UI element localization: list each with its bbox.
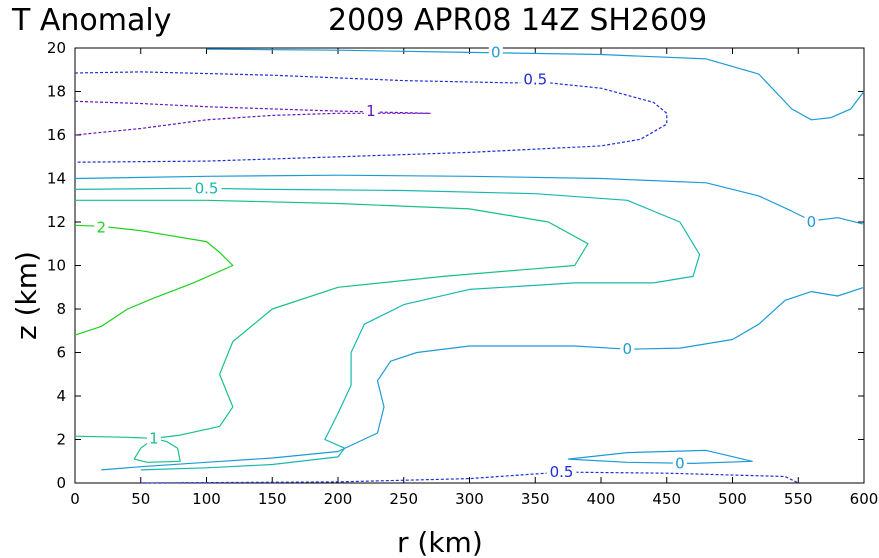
x-tick-label: 500	[718, 490, 747, 508]
contour-label-bg	[363, 103, 378, 120]
x-axis-label: r (km)	[397, 526, 483, 558]
contour-line	[74, 199, 589, 439]
y-tick-label: 0	[56, 474, 66, 492]
contour-line	[101, 286, 865, 471]
y-tick-label: 6	[56, 344, 66, 362]
contour-label: 0	[807, 213, 817, 231]
x-tick-label: 150	[258, 490, 287, 508]
contour-label: 1	[149, 429, 159, 447]
contour-label-bg	[546, 464, 577, 481]
contour-lines	[74, 48, 865, 484]
contour-label: 0.5	[195, 179, 219, 197]
x-tick-label: 300	[455, 490, 484, 508]
contour-label-bg	[94, 219, 109, 236]
contour-label: 2	[97, 218, 107, 236]
x-tick-label: 450	[652, 490, 681, 508]
contour-line	[74, 100, 431, 136]
contour-line	[74, 224, 234, 336]
x-tick-label: 0	[70, 490, 80, 508]
contour-label: 0	[491, 43, 501, 61]
y-tick-label: 20	[47, 39, 66, 57]
contour-line	[74, 187, 701, 471]
contour-label-bg	[146, 430, 161, 447]
contour-line	[206, 48, 865, 121]
x-tick-label: 250	[389, 490, 418, 508]
contour-label-bg	[672, 455, 687, 472]
contour-line	[74, 174, 865, 225]
contour-label: 1	[366, 102, 376, 120]
y-tick-label: 12	[47, 213, 66, 231]
chart-title-right: 2009 APR08 14Z SH2609	[328, 3, 707, 38]
y-axis-label: z (km)	[10, 251, 43, 340]
x-tick-label: 200	[324, 490, 353, 508]
x-tick-label: 350	[521, 490, 550, 508]
contour-label-bg	[520, 71, 551, 88]
x-tick-label: 100	[192, 490, 221, 508]
contour-line	[74, 71, 668, 163]
axis-ticks: 0 50 100 150 200 250 300 350 400 450 500 550 6000246…	[47, 39, 878, 508]
x-tick-label: 50	[131, 490, 150, 508]
contour-line	[133, 437, 181, 463]
y-tick-label: 4	[56, 387, 66, 405]
contour-label: 0.5	[523, 71, 547, 89]
contour-labels: 0.5 1 0 0 0 0.5 1 2 0 0.5	[94, 43, 819, 481]
contour-label-bg	[620, 341, 635, 358]
contour-label: 0	[675, 454, 685, 472]
contour-line	[568, 449, 753, 464]
x-tick-label: 400	[587, 490, 616, 508]
x-tick-label: 600	[850, 490, 879, 508]
y-tick-label: 10	[47, 257, 66, 275]
x-tick-label: 550	[784, 490, 813, 508]
chart-title: T Anomaly	[11, 3, 171, 38]
contour-label: 0.5	[550, 463, 574, 481]
contour-label-bg	[191, 180, 222, 197]
y-tick-label: 16	[47, 126, 66, 144]
contour-label-bg	[488, 44, 503, 61]
plot-frame	[74, 47, 865, 484]
contour-label: 0	[623, 340, 633, 358]
contour-label-bg	[804, 214, 819, 230]
y-tick-label: 8	[56, 300, 66, 318]
y-tick-label: 2	[56, 431, 66, 449]
y-tick-label: 18	[47, 83, 66, 101]
y-tick-label: 14	[47, 170, 66, 188]
